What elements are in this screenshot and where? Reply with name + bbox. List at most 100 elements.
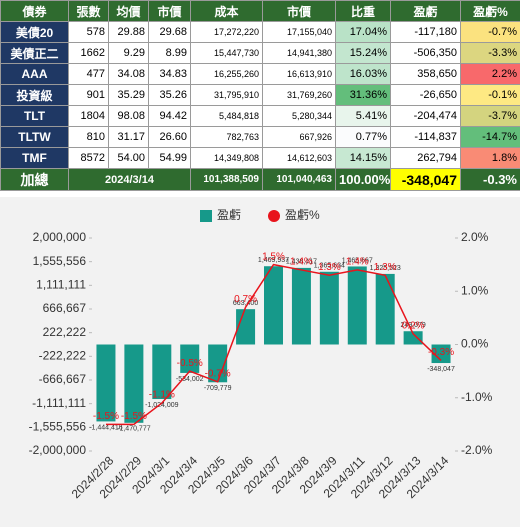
- cell: 14.15%: [335, 147, 391, 169]
- name-cell: 美債20: [0, 21, 69, 43]
- table-row: 投資級 901 35.29 35.26 31,795,910 31,769,260 31.3…: [0, 84, 520, 106]
- table-body: 美債20 578 29.88 29.68 17,272,220 17,155,040 17.…: [0, 21, 520, 191]
- cell: 1662: [68, 42, 109, 64]
- y-tick-label: 1,555,556: [33, 254, 87, 268]
- bar: [319, 271, 339, 345]
- cell: 0.77%: [335, 126, 391, 148]
- cell: 5,484,818: [190, 105, 263, 127]
- line-value-label: 1.4%: [346, 257, 369, 268]
- header-cell: 張數: [68, 0, 109, 22]
- y-tick-label: 666,667: [43, 301, 87, 315]
- cell: -506,350: [390, 42, 461, 64]
- cell: 34.08: [108, 63, 149, 85]
- cell: 810: [68, 126, 109, 148]
- bar-value-label: -534,002: [176, 376, 204, 383]
- line-value-label: -0.5%: [177, 358, 203, 369]
- cell: 9.29: [108, 42, 149, 64]
- cell: 578: [68, 21, 109, 43]
- bar-value-label: 1,438,417: [286, 259, 317, 266]
- bar-value-label: 249,079: [400, 322, 425, 329]
- cell: -0.7%: [460, 21, 520, 43]
- line: [105, 263, 442, 426]
- bar-value-label: 1,469,937: [258, 257, 289, 264]
- table-row: AAA 477 34.08 34.83 16,255,260 16,613,910 16.0…: [0, 63, 520, 85]
- cell: 358,650: [390, 63, 461, 85]
- cell: 35.29: [108, 84, 149, 106]
- line-value-label: 1.5%: [262, 251, 285, 262]
- total-cell: 加總: [0, 168, 69, 191]
- table-row: TLT 1804 98.08 94.42 5,484,818 5,280,344 5.41%…: [0, 105, 520, 127]
- y-tick-label: 2,000,000: [33, 230, 87, 244]
- table-row: 美債20 578 29.88 29.68 17,272,220 17,155,040 17.…: [0, 21, 520, 43]
- line-value-label: -0.7%: [205, 368, 231, 379]
- y2-tick-label: 0.0%: [461, 337, 489, 351]
- cell: 1.8%: [460, 147, 520, 169]
- cell: 17.04%: [335, 21, 391, 43]
- bar-value-label: 1,325,523: [370, 265, 401, 272]
- cell: 782,763: [190, 126, 263, 148]
- line-value-label: -1.1%: [149, 390, 175, 401]
- bar-value-label: 663,400: [233, 300, 258, 307]
- cell: 667,926: [262, 126, 336, 148]
- cell: 17,272,220: [190, 21, 263, 43]
- name-cell: 投資級: [0, 84, 69, 106]
- total-cell: -0.3%: [460, 168, 520, 191]
- bar-value-label: 1,465,667: [342, 257, 373, 264]
- line-value-label: -0.3%: [428, 347, 454, 358]
- bar: [124, 344, 144, 423]
- total-row: 加總 2024/3/14 101,388,509 101,040,463 100.00%…: [0, 168, 520, 191]
- cell: 31,769,260: [262, 84, 336, 106]
- cell: -204,474: [390, 105, 461, 127]
- y-tick-label: -1,555,556: [29, 420, 87, 434]
- cell: 1804: [68, 105, 109, 127]
- legend-swatch: [268, 210, 280, 222]
- cell: -0.1%: [460, 84, 520, 106]
- cell: 29.68: [148, 21, 191, 43]
- header-cell: 市價: [262, 0, 336, 22]
- cell: 35.26: [148, 84, 191, 106]
- y-tick-label: 1,111,111: [36, 278, 86, 292]
- y2-tick-label: 2.0%: [461, 230, 489, 244]
- cell: 17,155,040: [262, 21, 336, 43]
- header-cell: 盈虧%: [460, 0, 520, 22]
- cell: 16,613,910: [262, 63, 336, 85]
- bar: [180, 344, 200, 373]
- cell: 54.99: [148, 147, 191, 169]
- cell: -26,650: [390, 84, 461, 106]
- bar-value-label: -1,470,777: [117, 426, 151, 433]
- cell: 15.24%: [335, 42, 391, 64]
- table-row: TLTW 810 31.17 26.60 782,763 667,926 0.77% -114…: [0, 126, 520, 148]
- cell: 477: [68, 63, 109, 85]
- line-value-label: 0.7%: [234, 294, 257, 305]
- cell: 14,941,380: [262, 42, 336, 64]
- legend-label: 盈虧: [217, 208, 241, 222]
- line-value-label: 1.4%: [290, 257, 313, 268]
- cell: -3.3%: [460, 42, 520, 64]
- cell: 14,349,808: [190, 147, 263, 169]
- cell: 14,612,603: [262, 147, 336, 169]
- header-cell: 盈虧: [390, 0, 461, 22]
- bar-value-label: 1,365,634: [314, 263, 345, 270]
- cell: 901: [68, 84, 109, 106]
- name-cell: AAA: [0, 63, 69, 85]
- header-row: 債券 張數 均價 市價 成本 市價 比重 盈虧 盈虧%: [0, 0, 520, 22]
- name-cell: 美債正二: [0, 42, 69, 64]
- legend-swatch: [200, 210, 212, 222]
- header-cell: 債券: [0, 0, 69, 22]
- bar: [152, 344, 172, 400]
- bar: [375, 273, 395, 345]
- cell: 98.08: [108, 105, 149, 127]
- bar: [208, 344, 228, 383]
- line-value-label: 1.3%: [318, 262, 341, 273]
- legend-label: 盈虧%: [285, 208, 320, 222]
- cell: 34.83: [148, 63, 191, 85]
- cell: -14.7%: [460, 126, 520, 148]
- name-cell: TLT: [0, 105, 69, 127]
- cell: 5,280,344: [262, 105, 336, 127]
- cell: 54.00: [108, 147, 149, 169]
- total-cell: 2024/3/14: [68, 168, 191, 191]
- bar: [347, 266, 367, 345]
- chart: 2,000,000 1,555,556 1,111,111 666,667 222,22…: [0, 197, 520, 527]
- bar-value-label: -709,779: [204, 385, 232, 392]
